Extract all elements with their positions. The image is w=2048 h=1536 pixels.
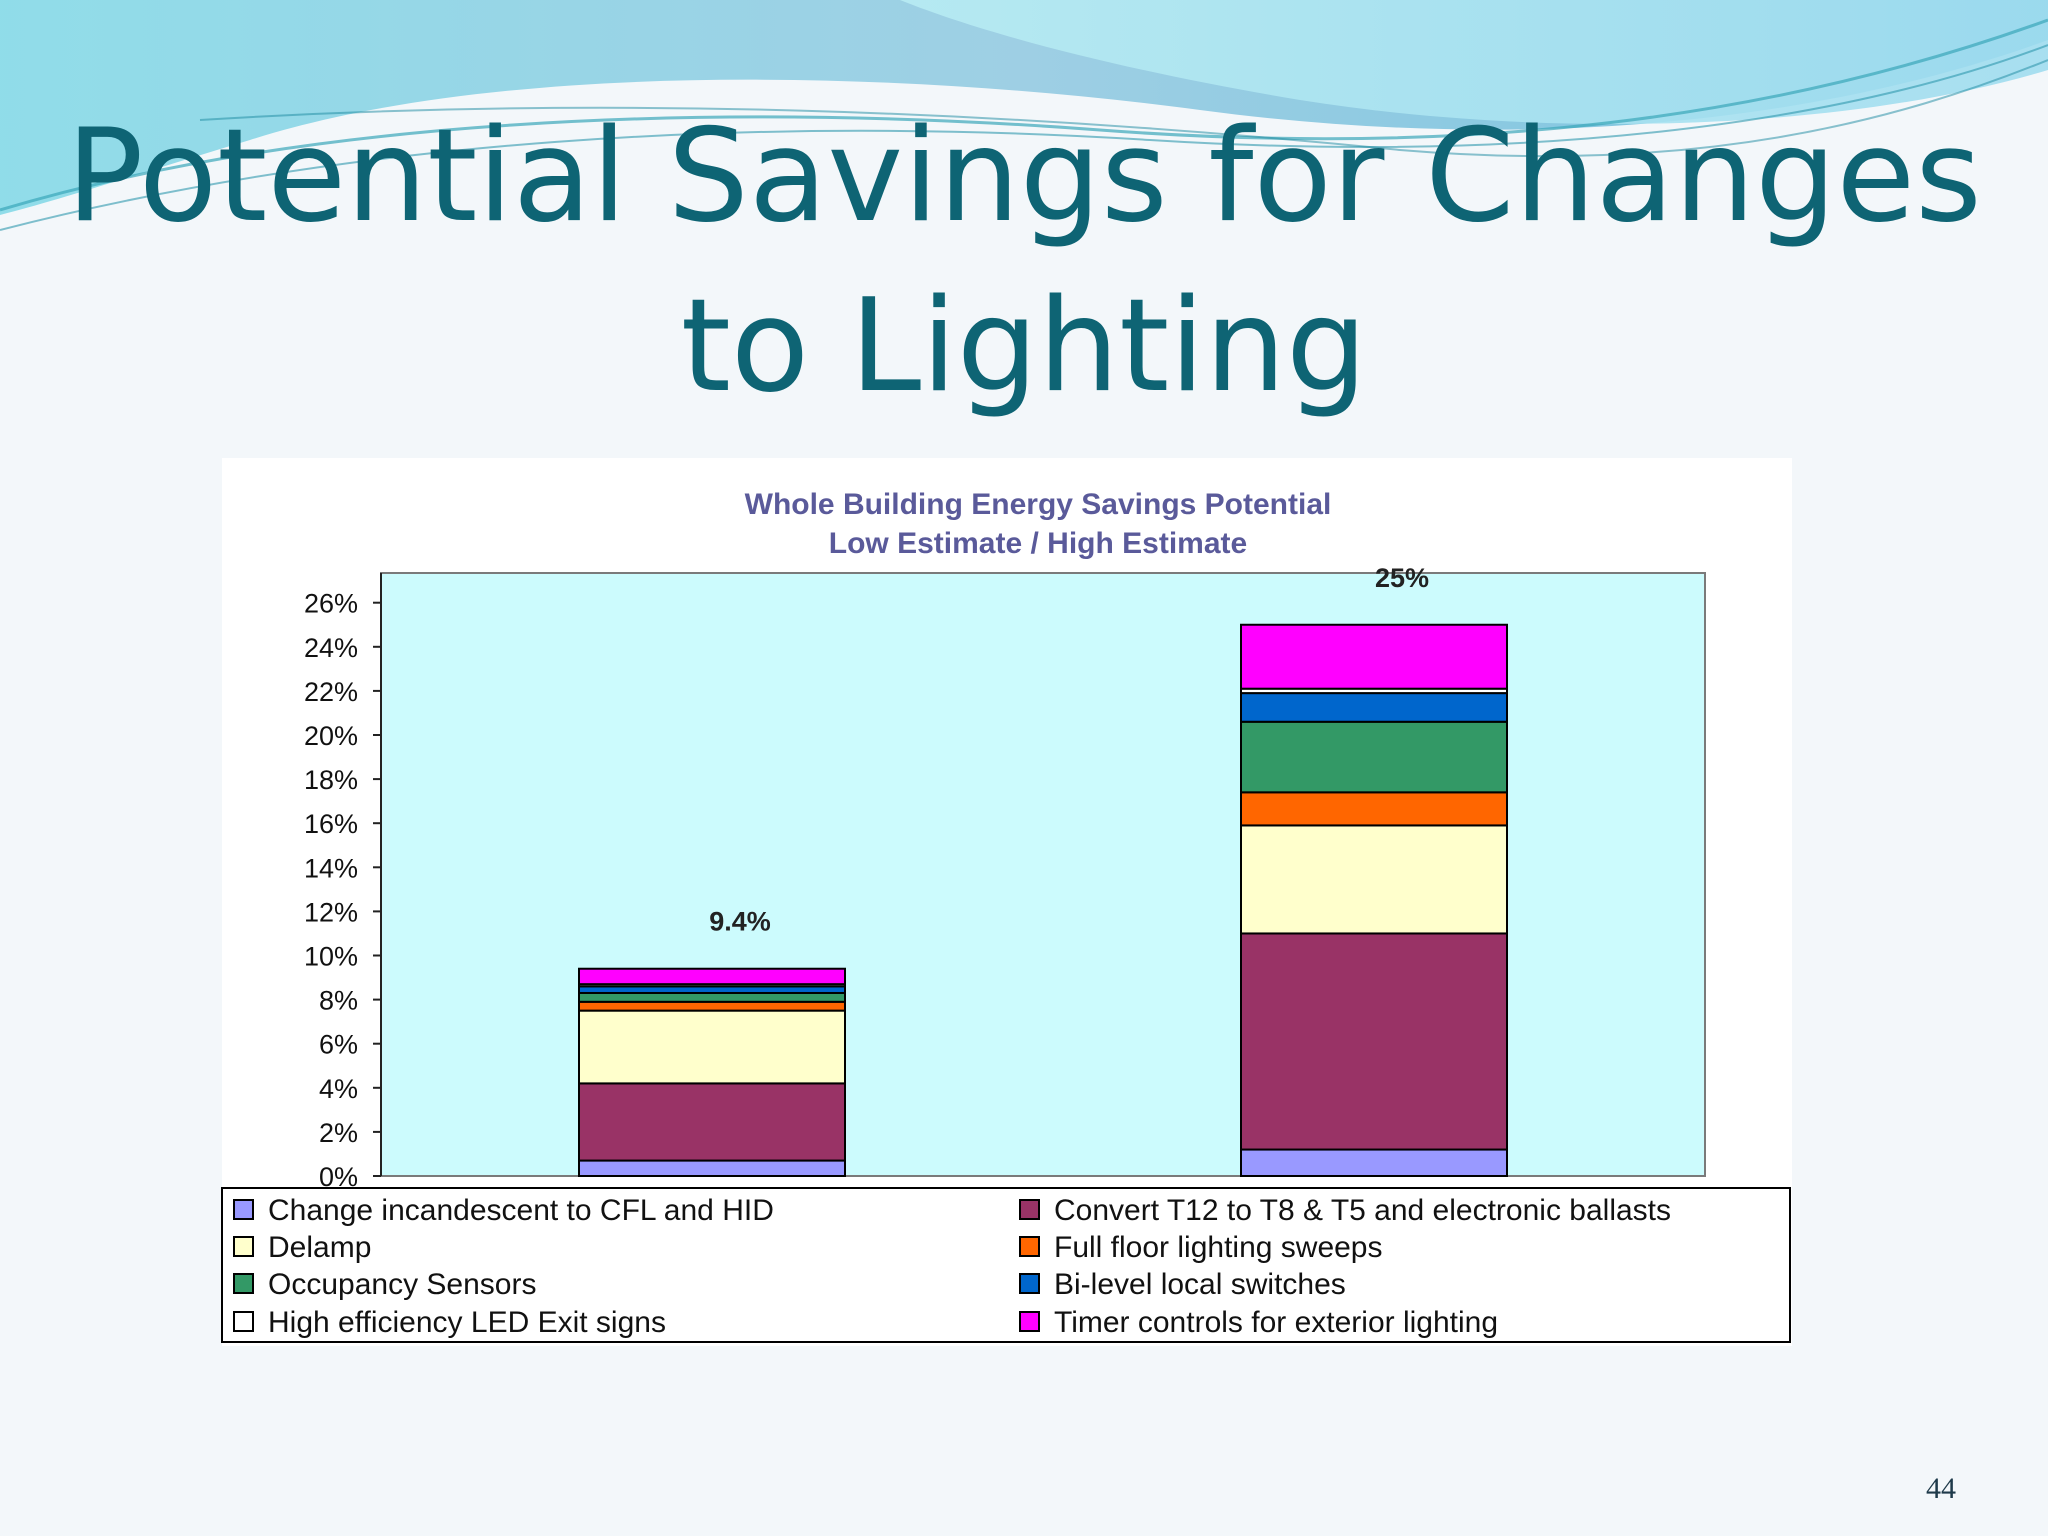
y-tick-label: 14%: [304, 853, 358, 883]
legend-label: Full floor lighting sweeps: [1054, 1231, 1383, 1264]
bar-segment: [578, 1000, 846, 1012]
slide-title-line2: to Lighting: [680, 272, 1368, 421]
y-tick-label: 22%: [304, 677, 358, 707]
legend-swatch: [1019, 1236, 1040, 1257]
y-tick-label: 16%: [304, 809, 358, 839]
y-tick-label: 10%: [304, 942, 358, 972]
chart-subtitle: Low Estimate / High Estimate: [829, 527, 1247, 560]
page-number: 44: [1926, 1472, 1956, 1505]
legend-label: Bi-level local switches: [1054, 1268, 1346, 1301]
y-tick-label: 18%: [304, 765, 358, 795]
y-axis: 0%2%4%6%8%10%12%14%16%18%20%22%24%26%: [304, 589, 381, 1192]
legend-swatch: [1019, 1199, 1040, 1220]
legend-swatch: [1019, 1311, 1040, 1332]
bars: [578, 623, 1508, 1178]
bar-total-label: 25%: [1375, 563, 1429, 593]
legend-swatch: [233, 1199, 254, 1220]
legend-label: Timer controls for exterior lighting: [1054, 1306, 1498, 1339]
bar-segment: [1240, 623, 1508, 690]
y-tick-label: 2%: [319, 1118, 358, 1148]
bar-segment: [1240, 791, 1508, 827]
legend-swatch: [233, 1236, 254, 1257]
slide-title: Potential Savings for Changes to Lightin…: [0, 92, 2048, 432]
legend-label: Change incandescent to CFL and HID: [268, 1194, 774, 1227]
y-tick-label: 24%: [304, 633, 358, 663]
bar-total-label: 9.4%: [709, 907, 771, 937]
y-tick-label: 8%: [319, 986, 358, 1016]
bar-segment: [1240, 932, 1508, 1151]
y-tick-label: 20%: [304, 721, 358, 751]
legend-swatch: [233, 1311, 254, 1332]
bar-segment: [1240, 1148, 1508, 1178]
bar-segment: [1240, 720, 1508, 794]
y-tick-label: 4%: [319, 1074, 358, 1104]
chart-title: Whole Building Energy Savings Potential: [745, 488, 1332, 521]
legend-box: [221, 1187, 1791, 1343]
bar-segment: [578, 1082, 846, 1162]
legend-label: Delamp: [268, 1231, 371, 1264]
slide-title-line1: Potential Savings for Changes: [66, 102, 1982, 251]
bar-segment: [578, 967, 846, 986]
y-tick-label: 12%: [304, 897, 358, 927]
bar-segment: [578, 1009, 846, 1085]
legend-label: Occupancy Sensors: [268, 1268, 536, 1301]
bar-segment: [1240, 824, 1508, 935]
legend-swatch: [233, 1273, 254, 1294]
legend: Change incandescent to CFL and HID Conver…: [233, 1194, 1671, 1339]
legend-swatch: [1019, 1273, 1040, 1294]
legend-label: High efficiency LED Exit signs: [268, 1306, 666, 1339]
legend-label: Convert T12 to T8 & T5 and electronic ba…: [1054, 1194, 1671, 1227]
y-tick-label: 26%: [304, 589, 358, 619]
total-labels: 9.4% 25%: [709, 563, 1429, 937]
y-tick-label: 6%: [319, 1030, 358, 1060]
bar-segment: [578, 991, 846, 1003]
bar-segment: [578, 1159, 846, 1177]
bar-segment: [1240, 692, 1508, 723]
